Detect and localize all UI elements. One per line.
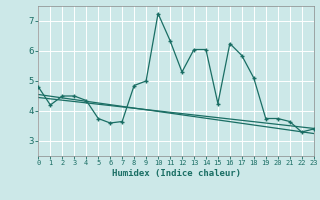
X-axis label: Humidex (Indice chaleur): Humidex (Indice chaleur)	[111, 169, 241, 178]
